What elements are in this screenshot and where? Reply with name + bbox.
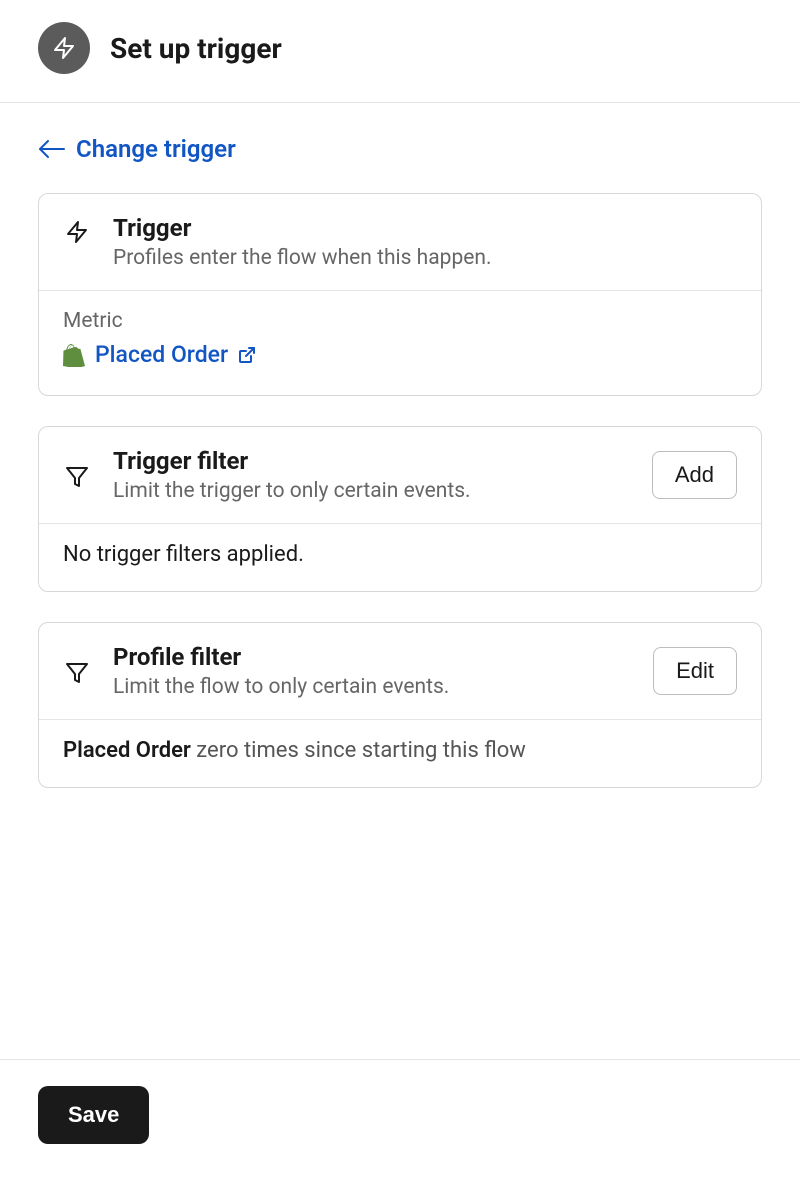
filter-icon: [63, 459, 91, 491]
page-title: Set up trigger: [110, 32, 282, 65]
profile-filter-condition: zero times since starting this flow: [191, 738, 526, 763]
metric-link[interactable]: Placed Order: [63, 341, 256, 368]
edit-profile-filter-button[interactable]: Edit: [653, 647, 737, 695]
lightning-icon: [63, 214, 91, 246]
filter-icon: [63, 655, 91, 687]
trigger-card: Trigger Profiles enter the flow when thi…: [38, 193, 762, 396]
trigger-filter-body: No trigger filters applied.: [39, 523, 761, 591]
add-trigger-filter-button[interactable]: Add: [652, 451, 737, 499]
lightning-icon: [52, 36, 76, 60]
shopify-icon: [63, 343, 85, 367]
page-header: Set up trigger: [0, 0, 800, 102]
profile-filter-title: Profile filter: [113, 643, 631, 671]
trigger-filter-subtitle: Limit the trigger to only certain events…: [113, 479, 630, 503]
profile-filter-metric: Placed Order: [63, 738, 191, 763]
trigger-card-header: Trigger Profiles enter the flow when thi…: [39, 194, 761, 290]
profile-filter-status: Placed Order zero times since starting t…: [63, 738, 737, 763]
trigger-filter-header: Trigger filter Limit the trigger to only…: [39, 427, 761, 523]
lightning-icon-circle: [38, 22, 90, 74]
arrow-left-icon: [38, 139, 66, 159]
trigger-card-body: Metric Placed Order: [39, 290, 761, 395]
trigger-title: Trigger: [113, 214, 737, 242]
external-link-icon: [238, 346, 256, 364]
trigger-filter-title: Trigger filter: [113, 447, 630, 475]
change-trigger-label: Change trigger: [76, 135, 236, 163]
content-area: Change trigger Trigger Profiles enter th…: [0, 103, 800, 788]
metric-label: Metric: [63, 309, 737, 333]
save-button[interactable]: Save: [38, 1086, 149, 1144]
change-trigger-link[interactable]: Change trigger: [38, 135, 236, 163]
trigger-filter-card: Trigger filter Limit the trigger to only…: [38, 426, 762, 592]
trigger-filter-status: No trigger filters applied.: [63, 542, 737, 567]
trigger-subtitle: Profiles enter the flow when this happen…: [113, 246, 737, 270]
profile-filter-subtitle: Limit the flow to only certain events.: [113, 675, 631, 699]
profile-filter-body: Placed Order zero times since starting t…: [39, 719, 761, 787]
metric-name: Placed Order: [95, 341, 228, 368]
profile-filter-card: Profile filter Limit the flow to only ce…: [38, 622, 762, 788]
footer: Save: [0, 1059, 800, 1182]
profile-filter-header: Profile filter Limit the flow to only ce…: [39, 623, 761, 719]
